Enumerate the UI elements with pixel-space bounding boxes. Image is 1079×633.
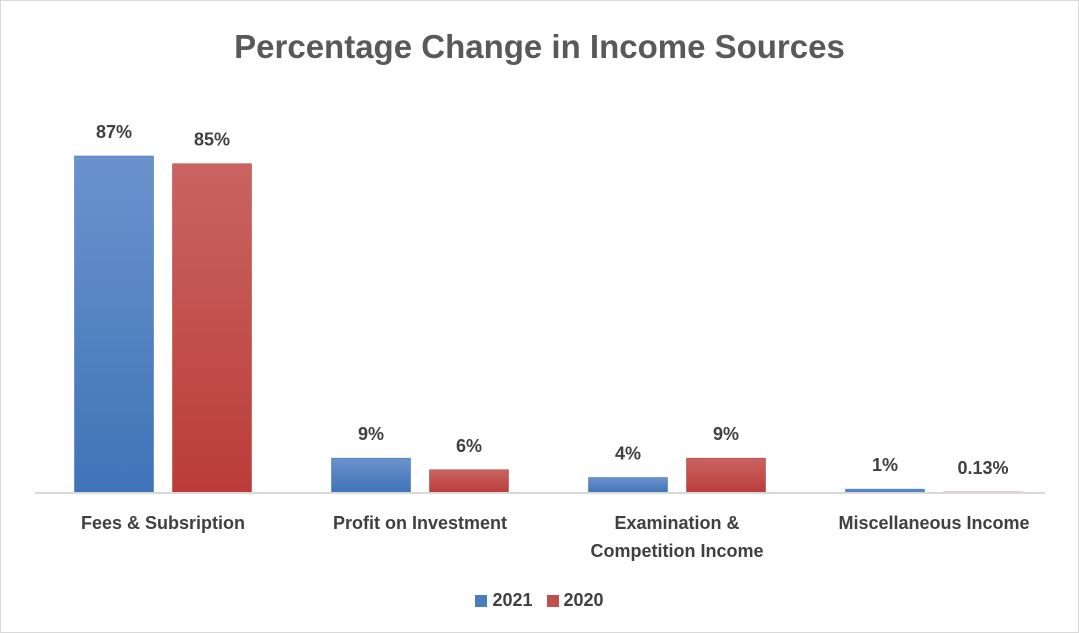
legend-label-2021: 2021: [492, 590, 533, 610]
legend-swatch-2020: [546, 594, 559, 607]
category-label-competition-income: Competition Income: [590, 541, 763, 561]
category-label-examination: Examination &: [614, 513, 739, 533]
bar-2020-examination-competition-income: [686, 457, 766, 494]
data-label-2021-profit-on-investment: 9%: [358, 424, 384, 444]
data-label-2020-miscellaneous-income: 0.13%: [957, 458, 1008, 478]
data-label-2020-profit-on-investment: 6%: [456, 436, 482, 456]
legend-item-2020: 2020: [546, 590, 604, 611]
bar-2021-examination-competition-income: [588, 477, 668, 494]
legend-swatch-2021: [475, 594, 488, 607]
data-label-2021-miscellaneous-income: 1%: [872, 455, 898, 475]
bar-2020-profit-on-investment: [429, 469, 509, 494]
legend-label-2020: 2020: [563, 590, 604, 610]
bar-2020-fees-subsription: [172, 163, 252, 494]
category-label-profit-on-investment: Profit on Investment: [333, 513, 507, 533]
bar-2021-profit-on-investment: [331, 457, 411, 494]
data-label-2021-fees-subsription: 87%: [96, 122, 132, 142]
legend-item-2021: 2021: [475, 590, 533, 611]
category-label-miscellaneous-income: Miscellaneous Income: [838, 513, 1029, 533]
data-label-2021-examination-competition-income: 4%: [615, 444, 641, 464]
legend: 2021 2020: [0, 590, 1079, 611]
category-label-fees-subsription: Fees & Subsription: [81, 513, 245, 533]
data-label-2020-fees-subsription: 85%: [194, 130, 230, 150]
bar-2021-fees-subsription: [74, 155, 154, 494]
data-label-2020-examination-competition-income: 9%: [713, 424, 739, 444]
chart-title: Percentage Change in Income Sources: [234, 28, 845, 65]
